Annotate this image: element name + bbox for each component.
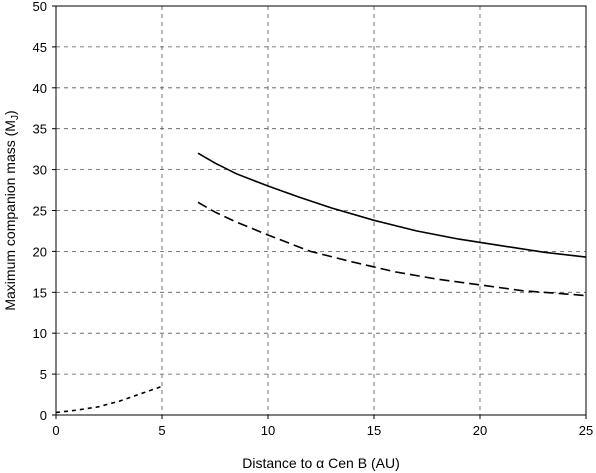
y-tick-labels: 0 5 10 15 20 25 30 35 40 45 50 (33, 0, 56, 423)
y-tick-label: 35 (33, 122, 47, 137)
series-lines (55, 152, 587, 414)
series-line-dotted (55, 385, 163, 414)
x-axis-title: Distance to α Cen B (AU) (242, 455, 399, 471)
x-tick-label: 10 (261, 423, 275, 438)
y-axis-title-subscript: J (10, 115, 21, 120)
x-tick-label: 20 (473, 423, 487, 438)
y-axis-title-main: Maximum companion mass (M (2, 120, 18, 311)
x-tick-label: 15 (367, 423, 381, 438)
x-tick-label: 0 (52, 423, 59, 438)
y-tick-label: 15 (33, 285, 47, 300)
y-axis-title-close: ) (2, 110, 18, 115)
y-tick-label: 40 (33, 81, 47, 96)
y-tick-label: 0 (40, 408, 47, 423)
x-tick-label: 5 (158, 423, 165, 438)
y-tick-label: 10 (33, 326, 47, 341)
series-line-dashed (197, 201, 587, 297)
y-tick-label: 50 (33, 0, 47, 14)
x-tick-labels: 0 5 10 15 20 25 (52, 415, 593, 438)
y-axis-title: Maximum companion mass (MJ) (2, 110, 21, 310)
y-tick-label: 30 (33, 163, 47, 178)
y-tick-label: 20 (33, 244, 47, 259)
gridlines (56, 6, 586, 415)
y-tick-label: 5 (40, 367, 47, 382)
y-tick-label: 25 (33, 204, 47, 219)
series-line-solid (197, 152, 587, 258)
y-tick-label: 45 (33, 40, 47, 55)
x-tick-label: 25 (579, 423, 593, 438)
